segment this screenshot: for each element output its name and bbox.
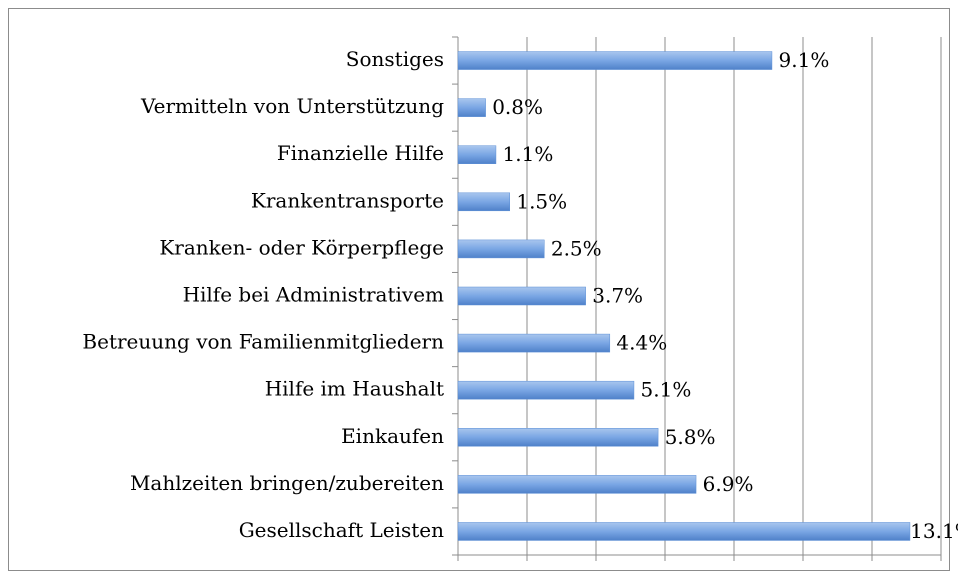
data-label: 6.9%	[703, 472, 754, 496]
bar	[457, 380, 635, 400]
bar	[457, 428, 659, 447]
data-label: 4.4%	[616, 331, 667, 355]
y-tick-label: Vermitteln von Unterstützung	[140, 94, 444, 118]
bar	[457, 475, 697, 494]
y-tick-label: Hilfe im Haushalt	[265, 377, 444, 401]
data-label: 1.5%	[516, 189, 567, 213]
bar	[457, 98, 486, 117]
y-tick-label: Einkaufen	[341, 424, 444, 448]
y-tick-label: Hilfe bei Administrativem	[183, 283, 444, 307]
bar	[457, 239, 545, 259]
bar	[457, 192, 510, 212]
data-label: 9.1%	[779, 48, 830, 72]
y-tick-label: Finanzielle Hilfe	[277, 141, 444, 165]
bar	[457, 286, 586, 306]
bar	[457, 51, 773, 70]
data-label: 1.1%	[503, 142, 554, 166]
bar	[457, 522, 911, 541]
data-label: 5.8%	[665, 425, 716, 449]
data-label: 0.8%	[492, 95, 543, 119]
y-tick-label: Sonstiges	[346, 47, 444, 71]
y-tick-label: Krankentransporte	[251, 188, 444, 212]
data-label: 3.7%	[592, 284, 643, 308]
y-tick-label: Gesellschaft Leisten	[239, 518, 444, 542]
bar	[457, 145, 497, 164]
data-label: 13.1%	[910, 519, 958, 543]
data-label: 5.1%	[641, 378, 692, 402]
data-label: 2.5%	[551, 236, 602, 260]
y-tick-label: Betreuung von Familienmitgliedern	[82, 330, 444, 354]
bar	[457, 333, 611, 353]
y-tick-label: Kranken- oder Körperpflege	[159, 235, 444, 259]
y-tick-label: Mahlzeiten bringen/zubereiten	[130, 471, 444, 495]
